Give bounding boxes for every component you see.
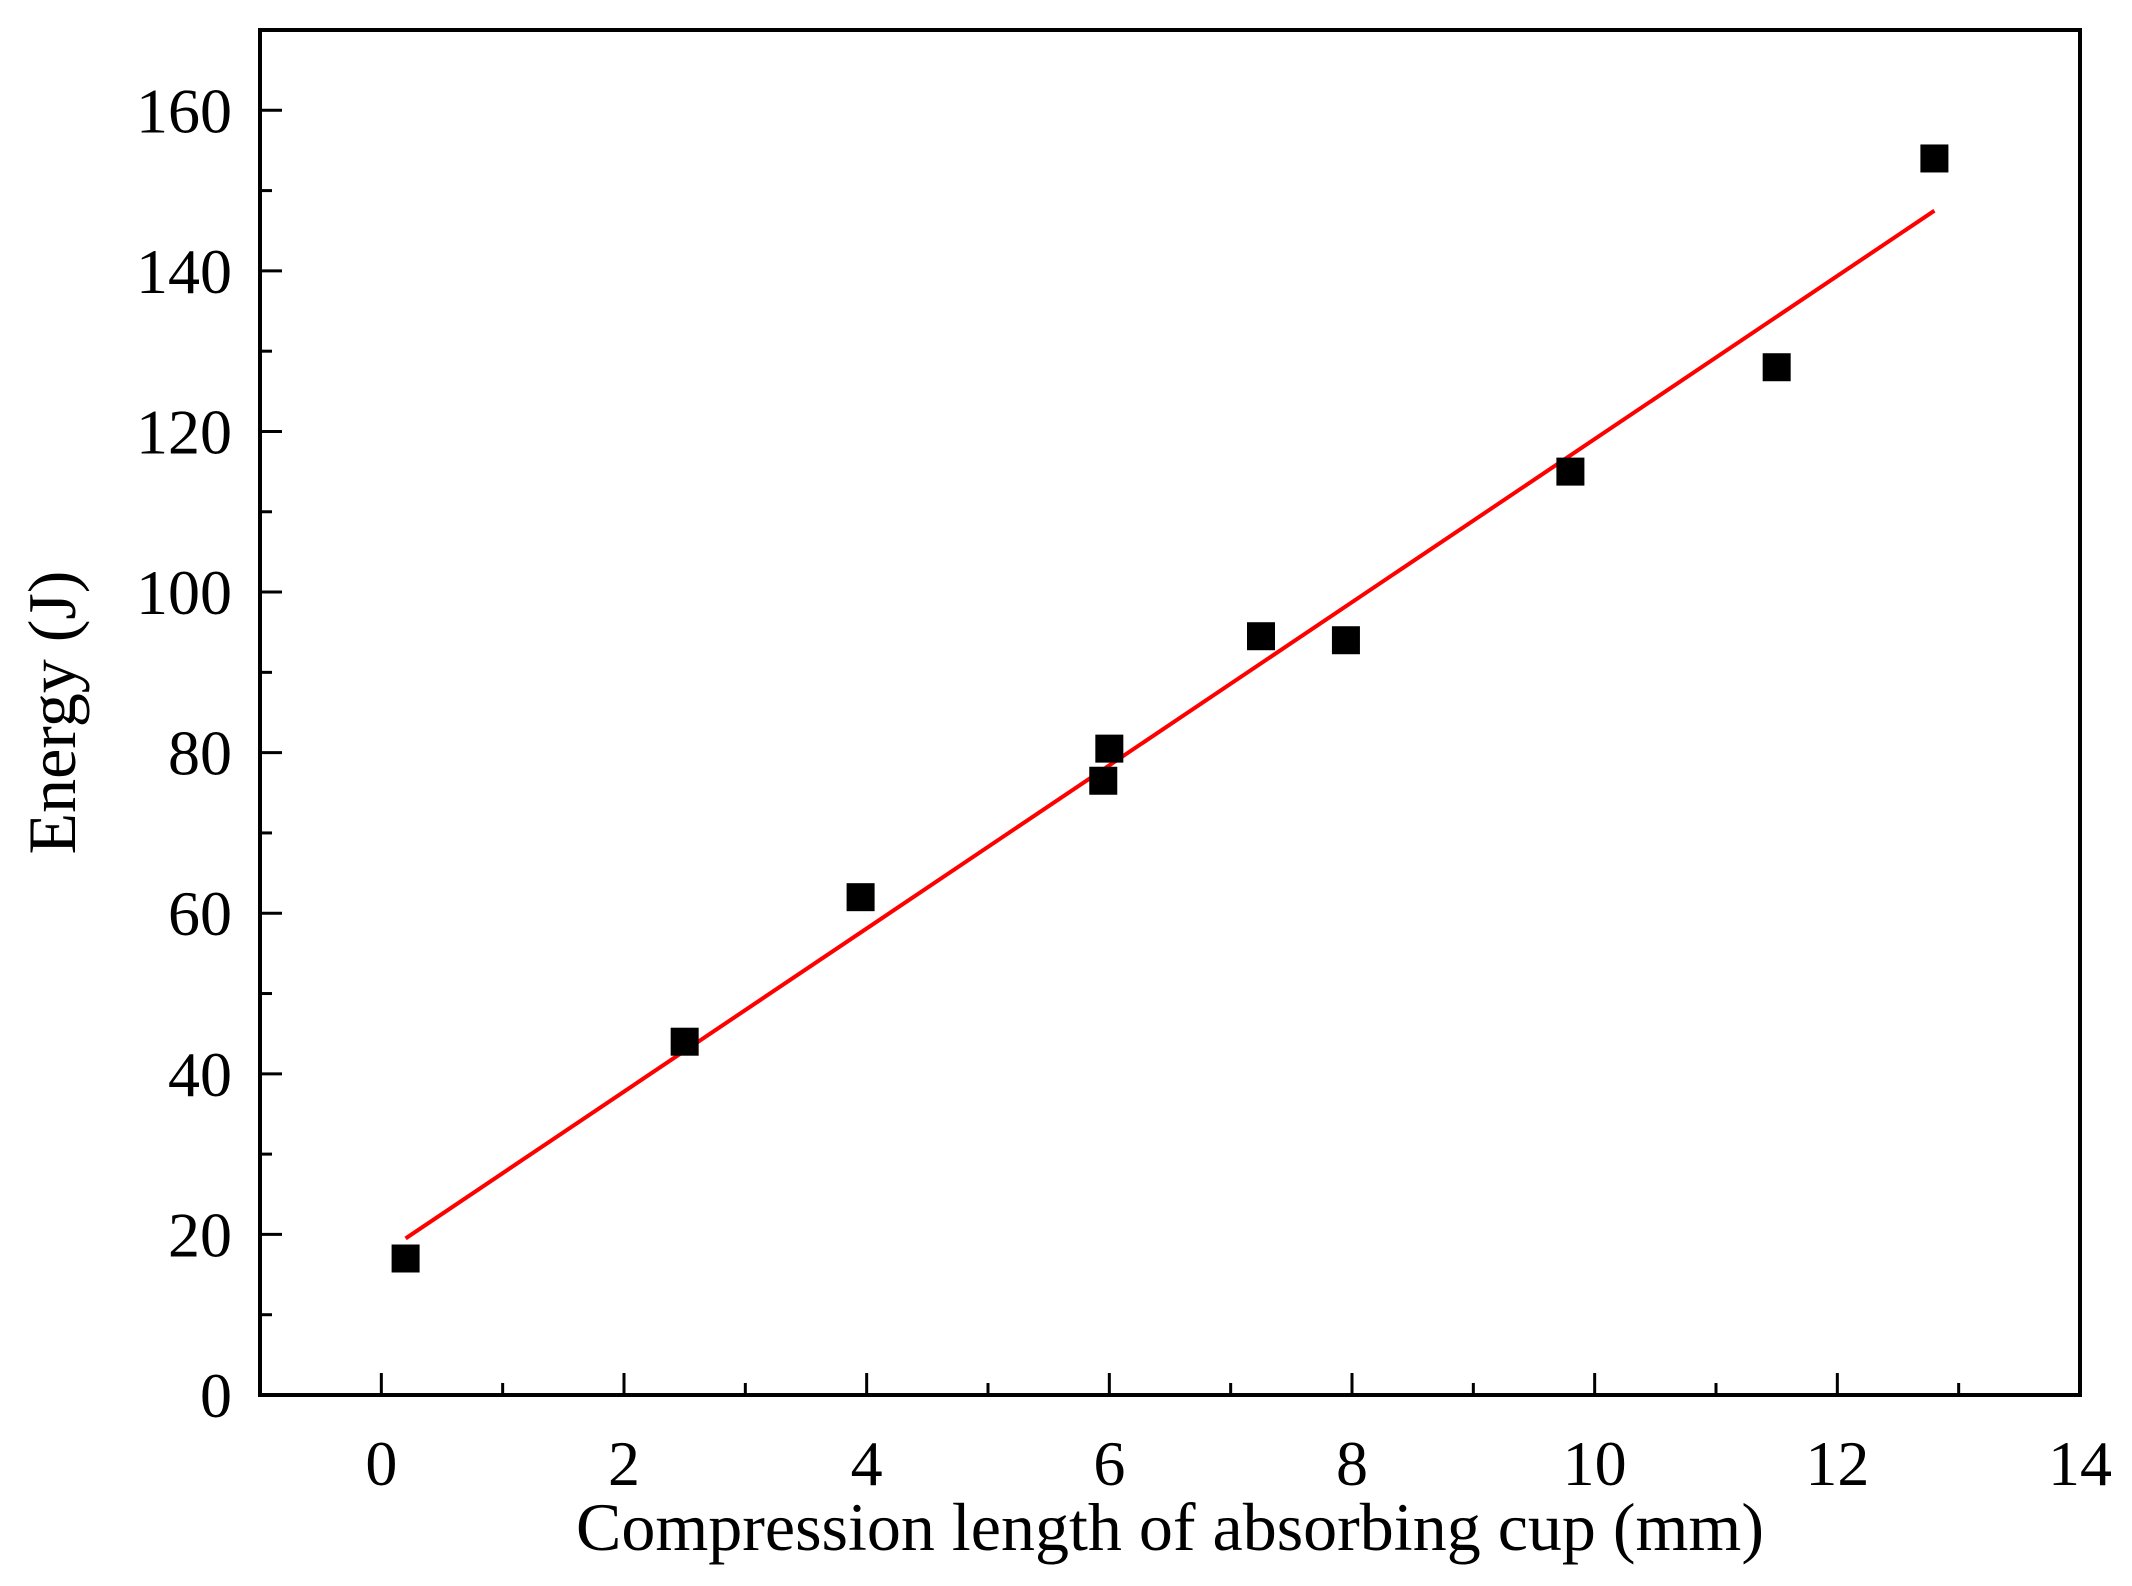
data-point <box>1089 766 1118 795</box>
data-point <box>1762 353 1791 382</box>
x-tick-label: 12 <box>1805 1428 1869 1499</box>
data-point <box>1920 144 1949 173</box>
x-tick-label: 0 <box>365 1428 397 1499</box>
fit-line-group <box>404 209 1936 1241</box>
x-tick-label: 2 <box>608 1428 640 1499</box>
x-tick-label: 10 <box>1563 1428 1627 1499</box>
y-tick-label: 60 <box>168 878 232 949</box>
x-tick-label: 4 <box>851 1428 883 1499</box>
y-tick-label: 40 <box>168 1039 232 1110</box>
data-point <box>1556 457 1585 486</box>
data-point <box>1331 626 1360 655</box>
data-point <box>1247 622 1275 651</box>
axis-ticks <box>258 108 2082 1397</box>
data-points-group <box>391 144 1949 1273</box>
linear-fit-line <box>404 209 1936 1241</box>
x-axis-title: Compression length of absorbing cup (mm) <box>576 1489 1764 1565</box>
data-point <box>670 1027 699 1056</box>
data-point <box>1095 734 1124 763</box>
data-point <box>391 1244 420 1273</box>
y-tick-label: 80 <box>168 718 232 789</box>
y-axis-title: Energy (J) <box>14 571 90 855</box>
y-tick-label: 100 <box>136 557 232 628</box>
y-tick-label: 120 <box>136 396 232 467</box>
y-tick-label: 20 <box>168 1199 232 1270</box>
x-tick-label: 14 <box>2048 1428 2112 1499</box>
x-tick-label: 8 <box>1336 1428 1368 1499</box>
y-tick-label: 0 <box>200 1360 232 1431</box>
y-tick-label: 160 <box>136 75 232 146</box>
data-point <box>846 883 875 912</box>
plot-frame <box>258 28 2082 1397</box>
x-tick-label: 6 <box>1093 1428 1125 1499</box>
y-tick-label: 140 <box>136 236 232 307</box>
